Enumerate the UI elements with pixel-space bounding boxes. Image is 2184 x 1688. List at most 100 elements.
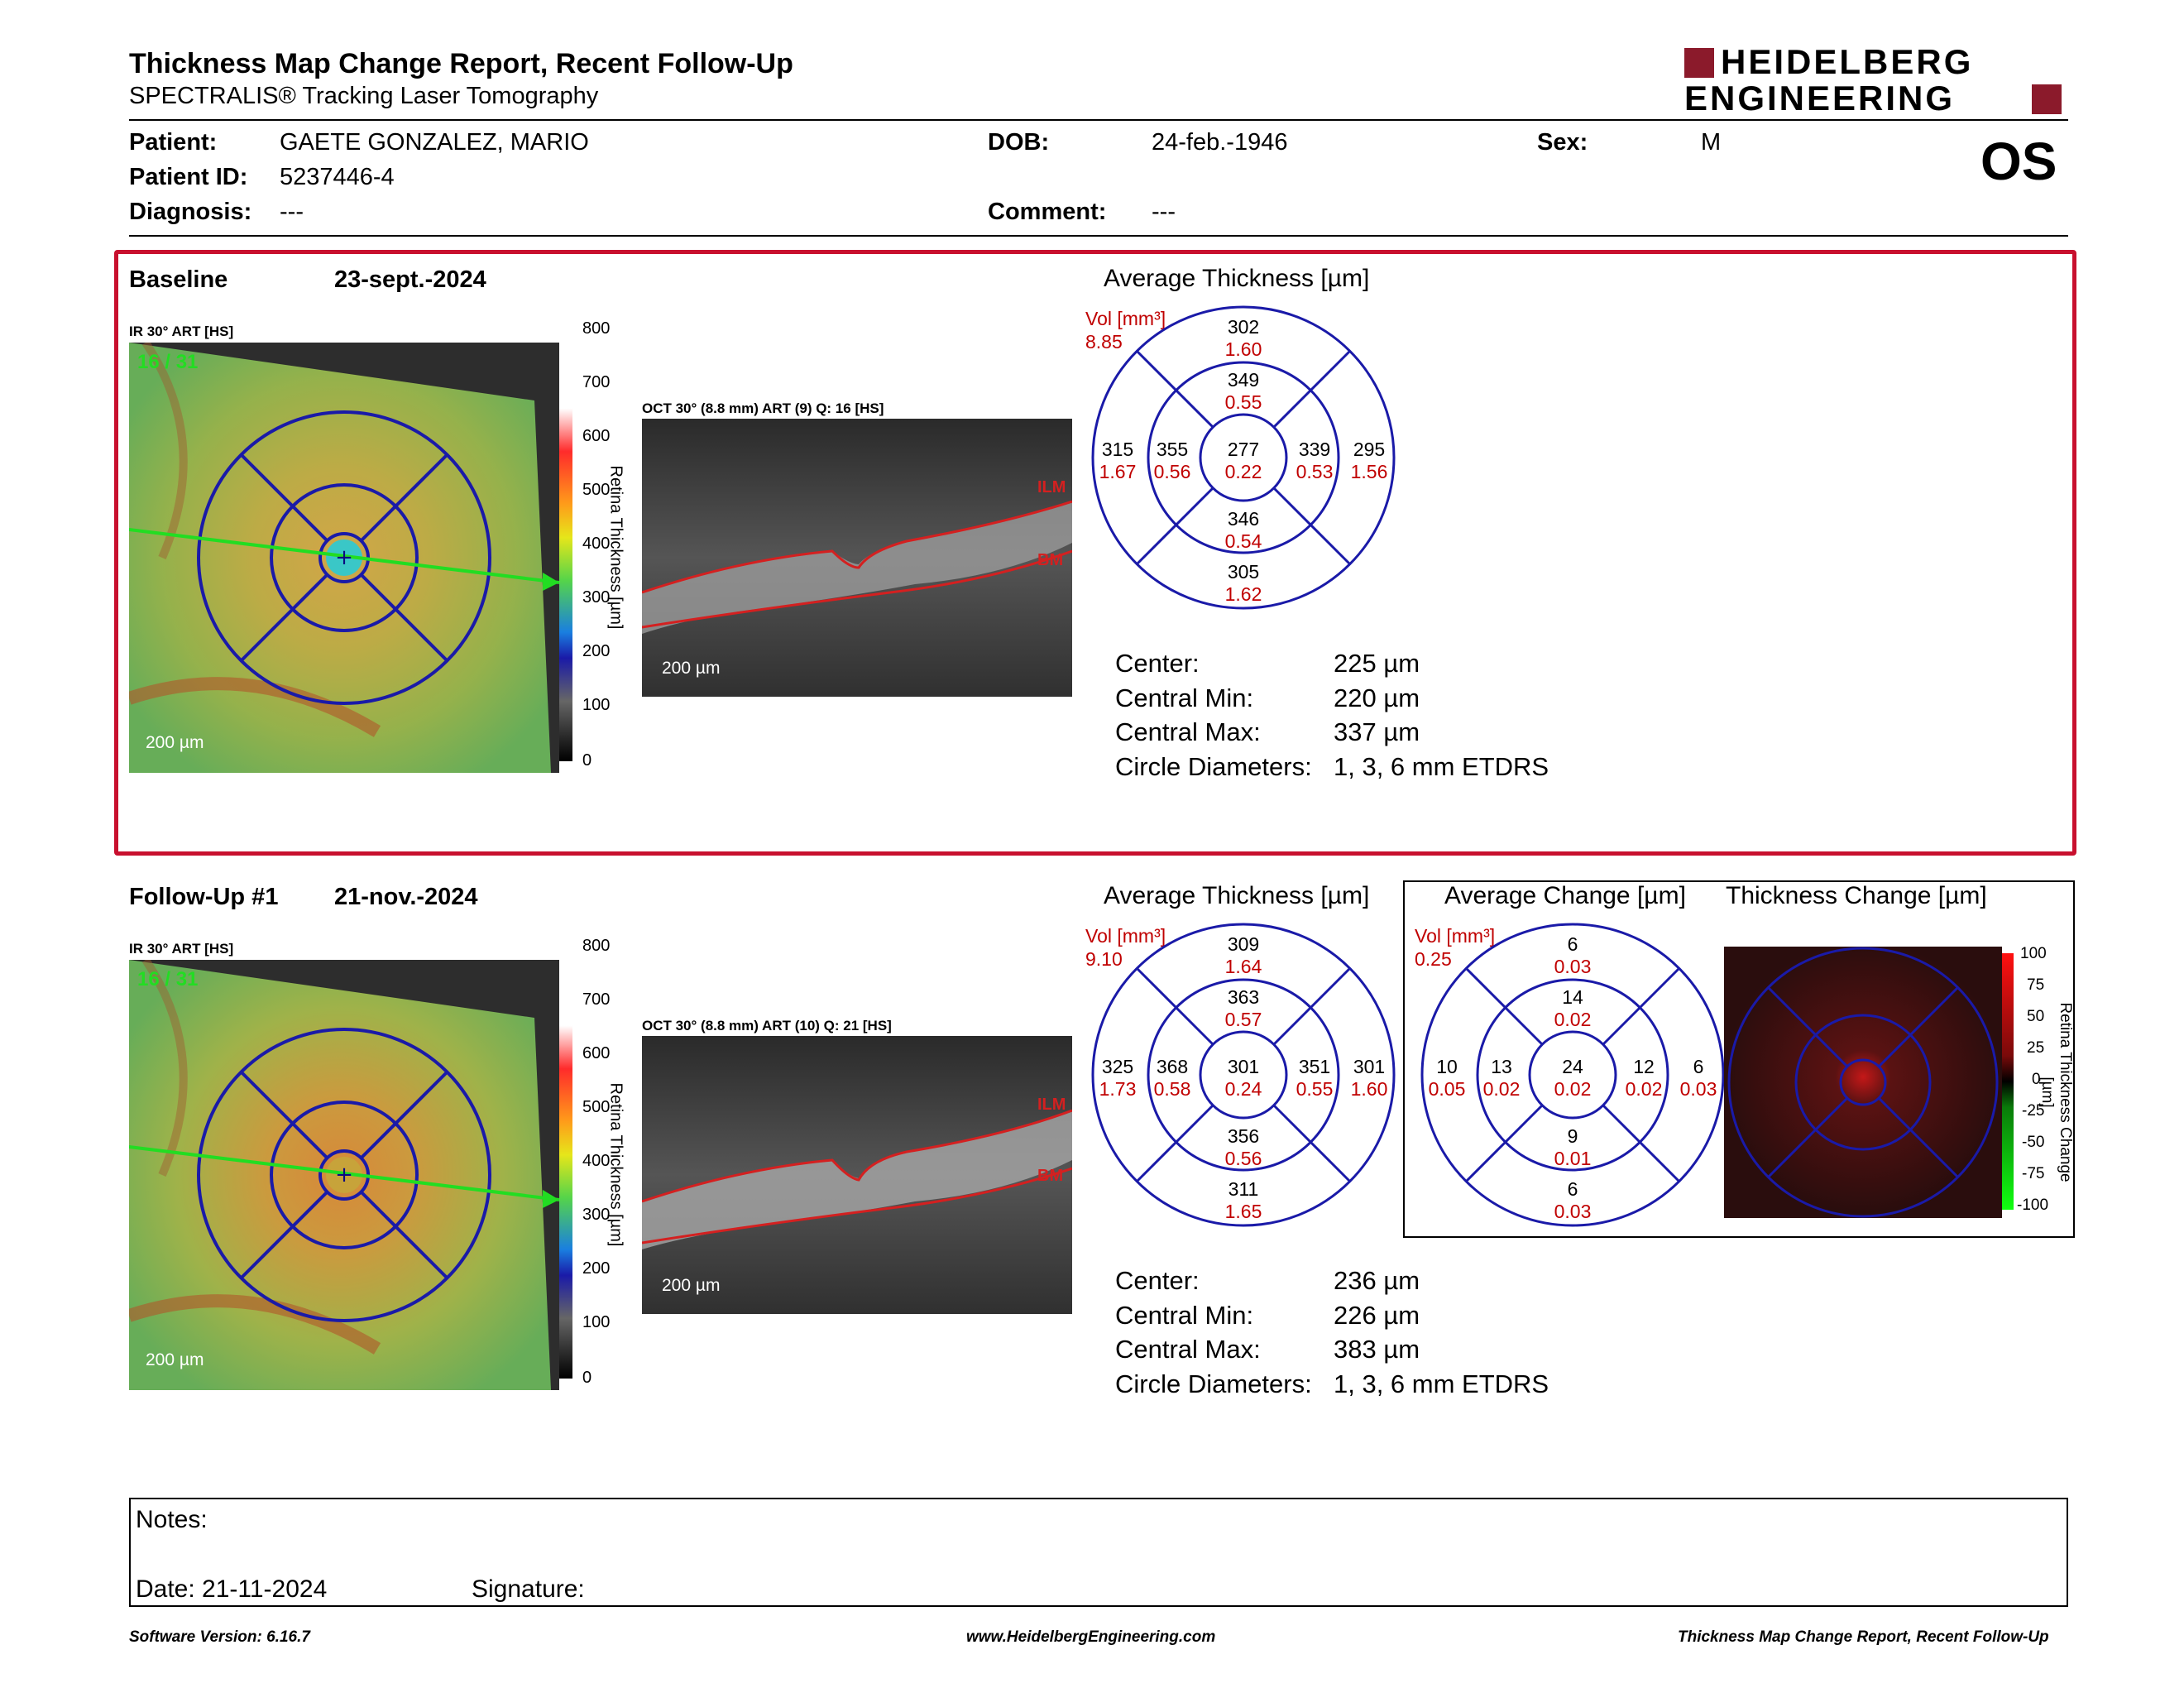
tick: 100 bbox=[582, 1313, 611, 1331]
thickness: 346 bbox=[1227, 508, 1260, 530]
stat-value: 383 µm bbox=[1334, 1335, 1420, 1364]
change-panel bbox=[1403, 880, 2075, 1238]
tick: 0 bbox=[2032, 1071, 2041, 1088]
logo-text-heidelberg: HEIDELBERG bbox=[1721, 42, 1974, 81]
thickness: 305 bbox=[1227, 561, 1260, 583]
change: 9 bbox=[1567, 1125, 1578, 1147]
tick: 400 bbox=[582, 535, 611, 553]
baseline-ir-label: IR 30° ART [HS] bbox=[129, 324, 234, 339]
logo-square-bottom bbox=[2032, 84, 2062, 114]
followup-fundus-image: + 16 / 31 200 µm bbox=[129, 960, 559, 1390]
sex-value: M bbox=[1701, 129, 1722, 156]
baseline-oct-ilm: ILM bbox=[1037, 478, 1066, 496]
tick: 50 bbox=[2027, 1008, 2045, 1025]
change-in-right: 12 0.02 bbox=[1615, 1056, 1673, 1101]
tick: -100 bbox=[2017, 1196, 2049, 1214]
thickness: 309 bbox=[1227, 933, 1260, 955]
thickness: 315 bbox=[1101, 439, 1134, 460]
stat-label: Center: bbox=[1115, 1266, 1200, 1295]
baseline-date: 23-sept.-2024 bbox=[334, 266, 486, 293]
tick: 500 bbox=[582, 1098, 611, 1116]
baseline-oct-image: ILM BM 200 µm bbox=[642, 419, 1072, 697]
volume: 0.02 bbox=[1482, 1078, 1521, 1100]
volume: 0.56 bbox=[1224, 1148, 1262, 1169]
baseline-ir-overlay: 16 / 31 bbox=[137, 351, 199, 373]
followup-vol-value: 9.10 bbox=[1085, 948, 1123, 970]
change: 13 bbox=[1491, 1056, 1512, 1077]
diagnosis-value: --- bbox=[280, 199, 304, 225]
baseline-thickness-colorbar bbox=[559, 331, 572, 761]
baseline-in-right: 339 0.53 bbox=[1286, 439, 1343, 483]
svg-text:+: + bbox=[335, 1163, 353, 1187]
change-vol-label: Vol [mm³] bbox=[1415, 925, 1496, 947]
followup-in-left: 368 0.58 bbox=[1143, 1056, 1201, 1101]
tick: 100 bbox=[2020, 945, 2047, 962]
followup-oct-label: OCT 30° (8.8 mm) ART (10) Q: 21 [HS] bbox=[642, 1018, 892, 1033]
volume: 1.60 bbox=[1350, 1078, 1388, 1100]
stat-label: Center: bbox=[1115, 649, 1200, 678]
volume: 0.02 bbox=[1554, 1078, 1592, 1100]
thickness: 339 bbox=[1298, 439, 1331, 460]
followup-oct-scale: 200 µm bbox=[662, 1276, 721, 1295]
baseline-vol-label: Vol [mm³] bbox=[1085, 308, 1166, 329]
followup-out-right: 301 1.60 bbox=[1340, 1056, 1398, 1101]
thickness: 301 bbox=[1227, 1056, 1260, 1077]
baseline-avg-thickness-title: Average Thickness [µm] bbox=[1104, 265, 1370, 292]
change: 6 bbox=[1567, 1178, 1578, 1200]
thickness: 368 bbox=[1156, 1056, 1189, 1077]
volume: 1.62 bbox=[1224, 583, 1262, 605]
volume: 0.03 bbox=[1554, 1201, 1592, 1222]
footer-website-link[interactable]: www.HeidelbergEngineering.com bbox=[966, 1628, 1216, 1646]
footer-software-version: Software Version: 6.16.7 bbox=[129, 1628, 310, 1646]
stat-value: 337 µm bbox=[1334, 717, 1420, 746]
thickness: 355 bbox=[1156, 439, 1189, 460]
footer-report-name: Thickness Map Change Report, Recent Foll… bbox=[1678, 1628, 2049, 1646]
followup-center: 301 0.24 bbox=[1202, 1056, 1285, 1101]
dob-value: 24-feb.-1946 bbox=[1152, 129, 1288, 156]
diagnosis-label: Diagnosis: bbox=[129, 199, 252, 225]
followup-etdrs-grid: 309 1.64 363 0.57 301 0.24 356 0.56 311 1.65 … bbox=[1090, 922, 1396, 1228]
thickness: 356 bbox=[1227, 1125, 1260, 1147]
stat-value: 1, 3, 6 mm ETDRS bbox=[1334, 752, 1549, 781]
volume: 0.58 bbox=[1153, 1078, 1191, 1100]
followup-in-right: 351 0.55 bbox=[1286, 1056, 1343, 1101]
change: 24 bbox=[1562, 1056, 1583, 1077]
baseline-fundus-image: + 16 / 31 200 µm bbox=[129, 343, 559, 773]
thickness-change-map bbox=[1724, 947, 2002, 1218]
svg-text:+: + bbox=[335, 545, 353, 570]
change: 10 bbox=[1436, 1056, 1458, 1077]
volume: 0.22 bbox=[1224, 461, 1262, 482]
thickness-change-title: Thickness Change [µm] bbox=[1726, 882, 1987, 909]
volume: 0.57 bbox=[1224, 1009, 1262, 1030]
stat-value: 1, 3, 6 mm ETDRS bbox=[1334, 1369, 1549, 1398]
followup-ir-scale: 200 µm bbox=[146, 1350, 204, 1369]
logo-square-top bbox=[1684, 48, 1714, 78]
baseline-out-bottom: 305 1.62 bbox=[1202, 561, 1285, 606]
tick: 700 bbox=[582, 373, 611, 391]
tick: 100 bbox=[582, 696, 611, 714]
baseline-out-left: 315 1.67 bbox=[1089, 439, 1147, 483]
comment-value: --- bbox=[1152, 199, 1176, 225]
tick: 600 bbox=[582, 1044, 611, 1062]
baseline-center: 277 0.22 bbox=[1202, 439, 1285, 483]
followup-oct-ilm: ILM bbox=[1037, 1096, 1066, 1114]
thickness: 349 bbox=[1227, 369, 1260, 391]
thickness: 302 bbox=[1227, 316, 1260, 338]
baseline-in-bottom: 346 0.54 bbox=[1202, 508, 1285, 553]
tick: 25 bbox=[2027, 1039, 2045, 1057]
volume: 1.60 bbox=[1224, 338, 1262, 360]
average-change-title: Average Change [µm] bbox=[1444, 882, 1686, 909]
volume: 0.05 bbox=[1428, 1078, 1466, 1100]
tick: 200 bbox=[582, 1259, 611, 1278]
change-in-bottom: 9 0.01 bbox=[1531, 1125, 1614, 1170]
notes-label: Notes: bbox=[136, 1506, 208, 1533]
report-subtitle: SPECTRALIS® Tracking Laser Tomography bbox=[129, 83, 599, 109]
patient-name: GAETE GONZALEZ, MARIO bbox=[280, 129, 589, 156]
tick: -50 bbox=[2022, 1134, 2045, 1151]
patient-label: Patient: bbox=[129, 129, 218, 156]
volume: 0.02 bbox=[1625, 1078, 1663, 1100]
change-center: 24 0.02 bbox=[1531, 1056, 1614, 1101]
followup-label: Follow-Up #1 bbox=[129, 884, 279, 910]
thickness: 301 bbox=[1353, 1056, 1386, 1077]
followup-thickness-colorbar bbox=[559, 948, 572, 1379]
